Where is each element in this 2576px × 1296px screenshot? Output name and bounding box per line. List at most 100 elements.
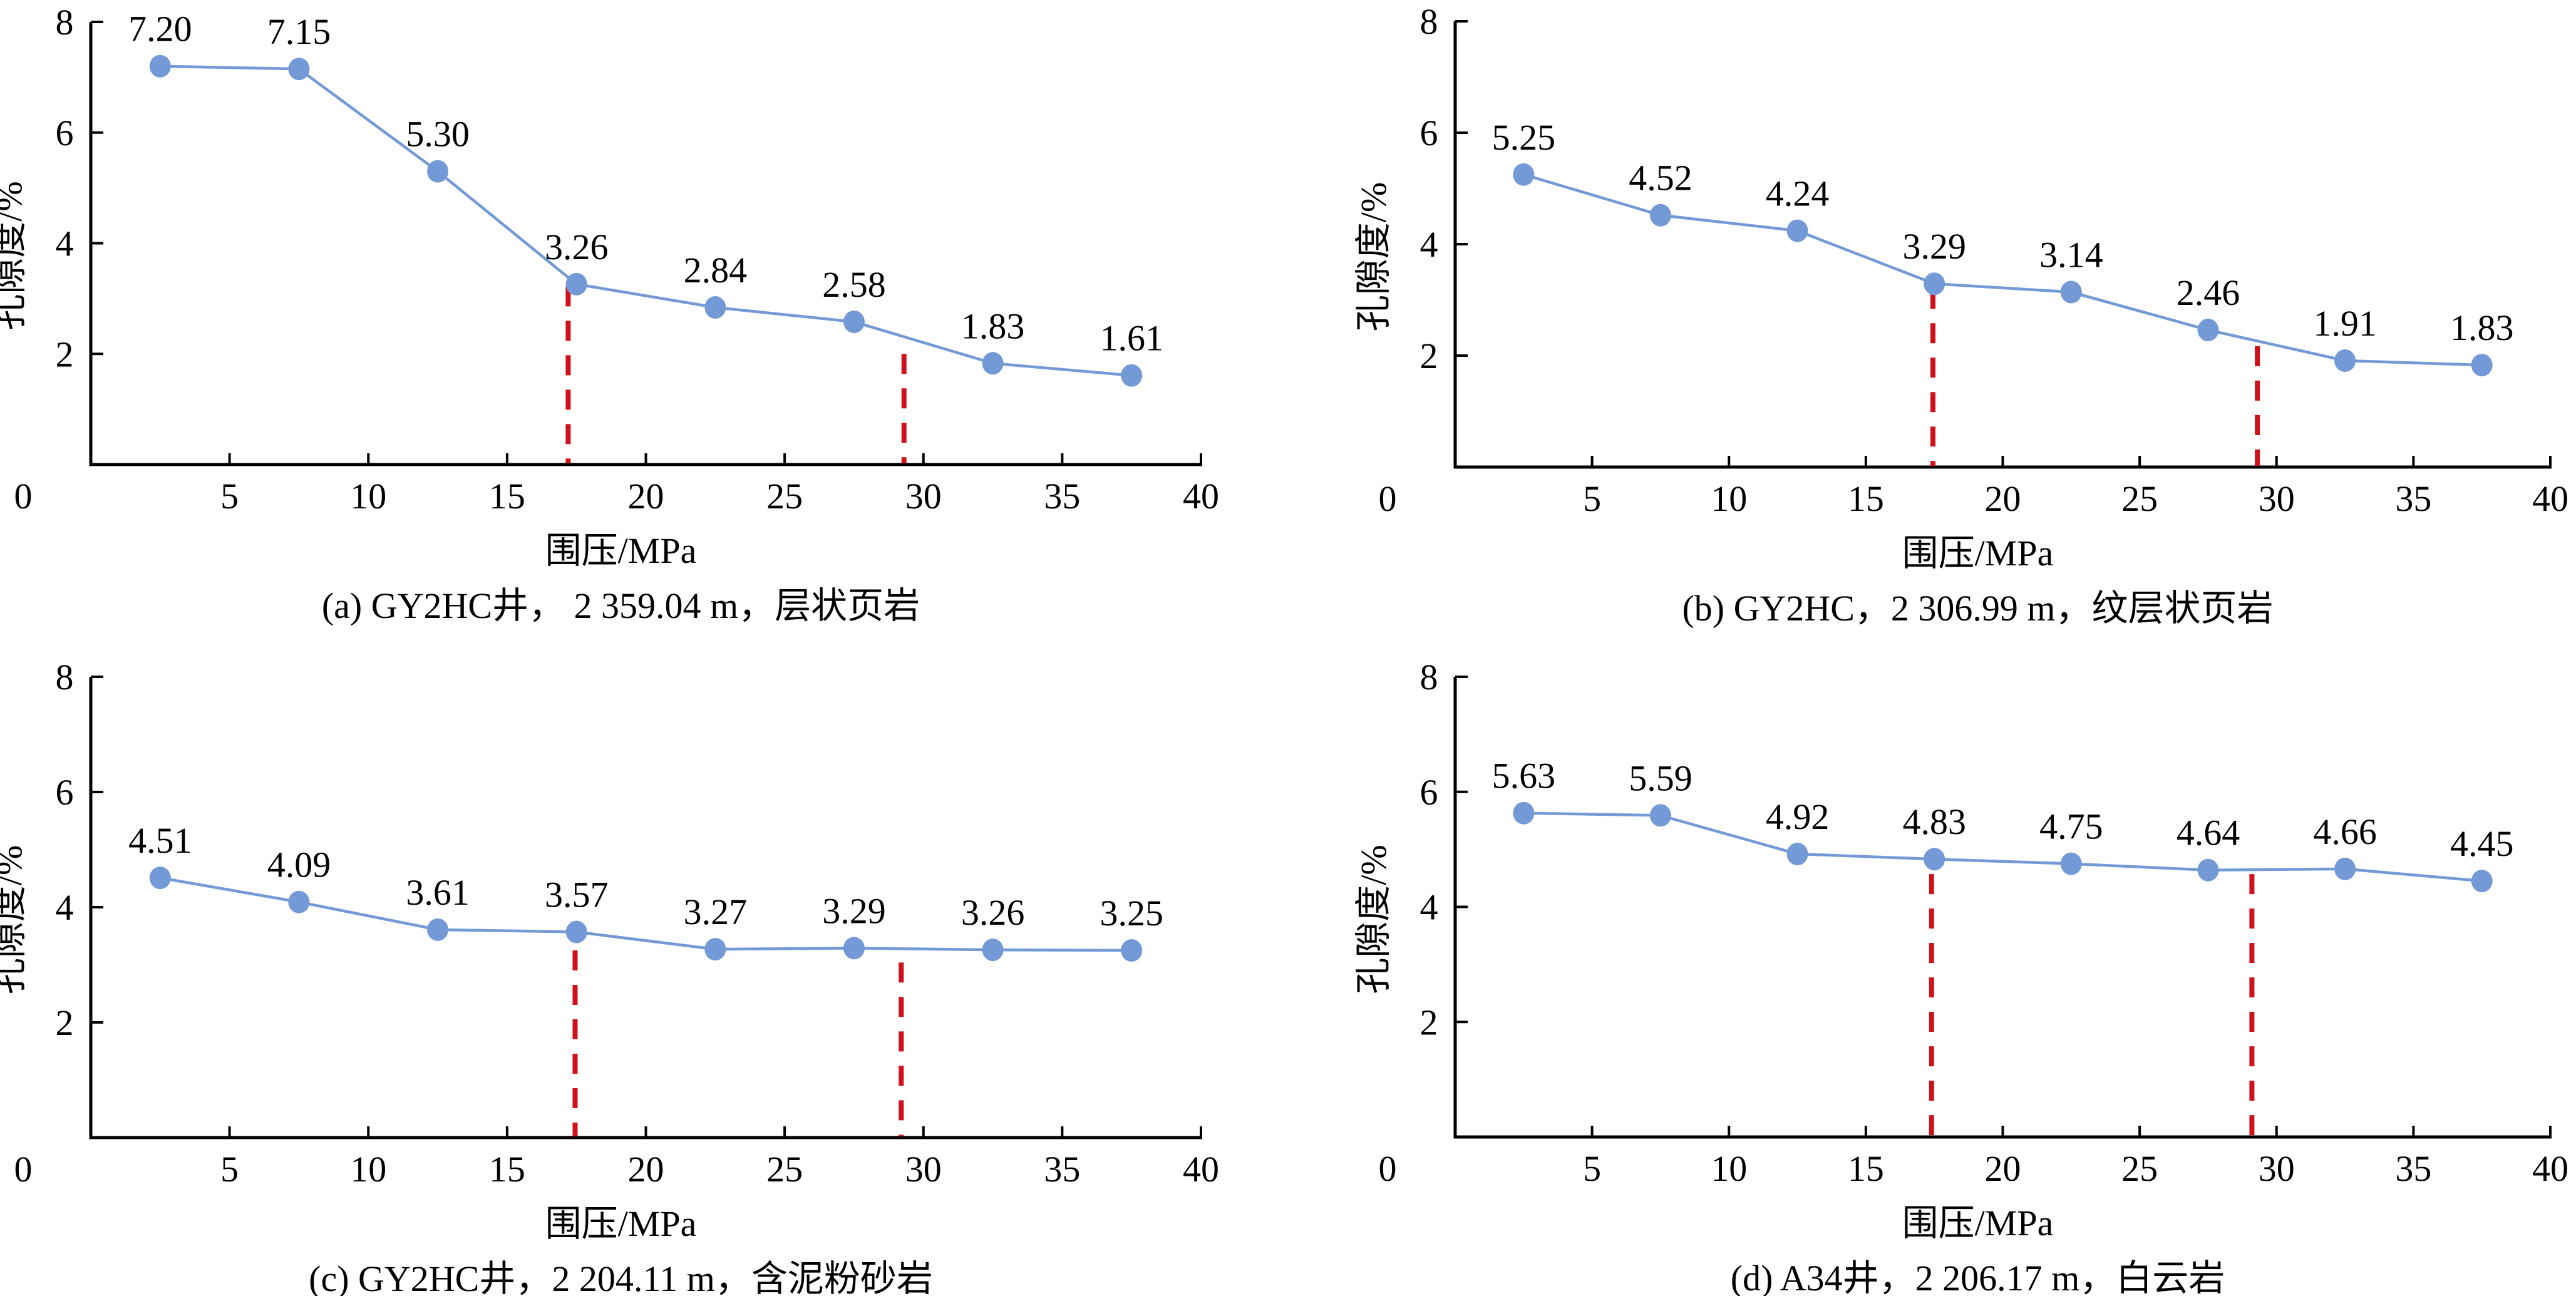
y-tick-label: 4	[56, 224, 74, 264]
x-tick-label: 20	[1985, 478, 2021, 519]
figure-caption: (b) GY2HC，2 306.99 m，纹层状页岩	[1682, 588, 2273, 629]
data-point-label: 4.83	[1902, 801, 1966, 842]
data-point-label: 4.52	[1629, 158, 1692, 198]
x-axis-title: 围压/MPa	[1902, 1203, 2054, 1243]
x-tick-label: 15	[1848, 478, 1884, 519]
data-point-label: 1.91	[2313, 303, 2377, 344]
chart-panel-c: 0 5 10 15 20 25 30 35 40 2 4 6 8 围压/MPa 孔隙度/% (c) GY2HC…	[0, 657, 1219, 1296]
data-point-label: 4.51	[128, 820, 192, 861]
data-point-marker	[982, 352, 1004, 375]
data-point-marker	[982, 939, 1004, 962]
x-tick-label: 25	[766, 476, 803, 517]
x-tick-label: 10	[1711, 1148, 1747, 1189]
chart-panel-a: 0 5 10 15 20 25 30 35 40 2 4 6 8 围压/MPa 孔隙度/% (a) GY2HC…	[0, 2, 1219, 626]
data-point-marker	[2197, 319, 2219, 342]
data-point-marker	[1513, 801, 1535, 825]
data-point-marker	[1121, 939, 1143, 962]
x-tick-label: 30	[2259, 478, 2295, 519]
x-tick-label: 15	[489, 476, 525, 517]
figure-caption: (a) GY2HC井， 2 359.04 m，层状页岩	[322, 585, 920, 626]
x-tick-label: 5	[220, 476, 239, 517]
x-tick-label: 40	[2532, 1148, 2568, 1189]
data-point-marker	[843, 937, 865, 960]
data-point-label: 3.14	[2039, 235, 2103, 275]
x-tick-label: 20	[628, 1149, 664, 1190]
x-tick-label: 15	[489, 1149, 525, 1190]
data-point-label: 2.84	[684, 250, 748, 291]
y-tick-label: 2	[56, 334, 74, 374]
data-point-marker	[2060, 852, 2082, 875]
data-point-label: 4.64	[2177, 813, 2240, 853]
data-point-marker	[288, 890, 310, 913]
data-point-marker	[1121, 364, 1143, 387]
x-tick-label: 40	[1183, 1149, 1219, 1190]
y-tick-label: 8	[56, 657, 74, 697]
y-tick-label: 4	[1420, 224, 1438, 265]
data-point-label: 2.46	[2177, 272, 2240, 313]
y-tick-label: 6	[1420, 113, 1438, 153]
x-tick-label: 40	[2532, 478, 2568, 519]
data-point-marker	[149, 54, 171, 78]
data-point-marker	[2197, 858, 2219, 882]
data-point-marker	[1924, 848, 1945, 871]
x-axis-title: 围压/MPa	[545, 1203, 697, 1244]
x-tick-label: 20	[1985, 1148, 2021, 1189]
data-point-marker	[427, 160, 449, 183]
data-point-label: 1.83	[2450, 307, 2514, 348]
data-point-label: 4.66	[2313, 811, 2377, 852]
x-tick-label: 0	[14, 1149, 33, 1190]
data-point-label: 3.25	[1100, 893, 1163, 933]
data-point-label: 4.92	[1766, 796, 1830, 837]
x-tick-label: 30	[2259, 1148, 2295, 1189]
x-tick-label: 25	[766, 1149, 803, 1190]
data-point-marker	[843, 310, 865, 333]
data-point-label: 5.25	[1492, 117, 1556, 158]
x-tick-label: 5	[1583, 1148, 1601, 1189]
y-tick-label: 8	[1420, 657, 1438, 697]
data-point-marker	[288, 58, 310, 81]
x-axis-title: 围压/MPa	[545, 530, 697, 571]
x-tick-label: 35	[1044, 1149, 1080, 1190]
data-point-label: 3.57	[545, 875, 609, 915]
data-point-marker	[149, 867, 171, 890]
data-point-label: 3.29	[1902, 226, 1966, 267]
porosity-series-line	[1523, 173, 2482, 367]
x-tick-label: 30	[905, 476, 942, 517]
data-point-marker	[704, 938, 726, 961]
y-tick-label: 4	[1420, 887, 1438, 928]
chart-panel-b: 0 5 10 15 20 25 30 35 40 2 4 6 8 围压/MPa 孔隙度/% (b) GY2HC…	[1353, 1, 2568, 629]
x-tick-label: 20	[628, 476, 664, 517]
figure-caption: (c) GY2HC井，2 204.11 m，含泥粉砂岩	[309, 1258, 933, 1296]
y-tick-label: 2	[56, 1002, 74, 1043]
y-tick-label: 4	[56, 887, 74, 928]
data-point-marker	[1786, 842, 1808, 865]
data-point-marker	[2471, 870, 2493, 893]
data-point-marker	[2334, 857, 2356, 880]
y-tick-label: 8	[1420, 1, 1438, 42]
data-point-label: 5.59	[1629, 758, 1692, 798]
data-point-label: 4.45	[2450, 823, 2514, 864]
chart-panel-d: 0 5 10 15 20 25 30 35 40 2 4 6 8 围压/MPa 孔隙度/% (d) A34井，…	[1353, 657, 2568, 1296]
y-axis-title: 孔隙度/%	[0, 845, 29, 994]
data-point-label: 5.30	[406, 114, 470, 155]
data-point-label: 7.20	[128, 9, 192, 49]
data-point-label: 4.24	[1766, 173, 1830, 214]
data-point-label: 3.61	[406, 872, 470, 913]
data-point-label: 5.63	[1492, 756, 1556, 796]
data-point-marker	[1786, 219, 1808, 242]
data-point-label: 4.75	[2039, 806, 2103, 847]
data-point-marker	[565, 920, 587, 944]
data-point-label: 1.61	[1100, 318, 1163, 359]
x-tick-label: 5	[1583, 478, 1601, 519]
data-point-marker	[1513, 163, 1535, 186]
x-tick-label: 0	[1379, 478, 1397, 519]
x-tick-label: 35	[2395, 478, 2431, 519]
data-point-label: 3.27	[684, 892, 748, 932]
y-axis-title: 孔隙度/%	[1353, 845, 1394, 994]
y-tick-label: 2	[1420, 1002, 1438, 1042]
y-tick-label: 6	[56, 772, 74, 813]
data-point-marker	[1924, 272, 1945, 296]
x-axis-title: 围压/MPa	[1902, 533, 2054, 573]
data-point-label: 7.15	[267, 11, 331, 52]
y-axis-title: 孔隙度/%	[0, 181, 29, 330]
